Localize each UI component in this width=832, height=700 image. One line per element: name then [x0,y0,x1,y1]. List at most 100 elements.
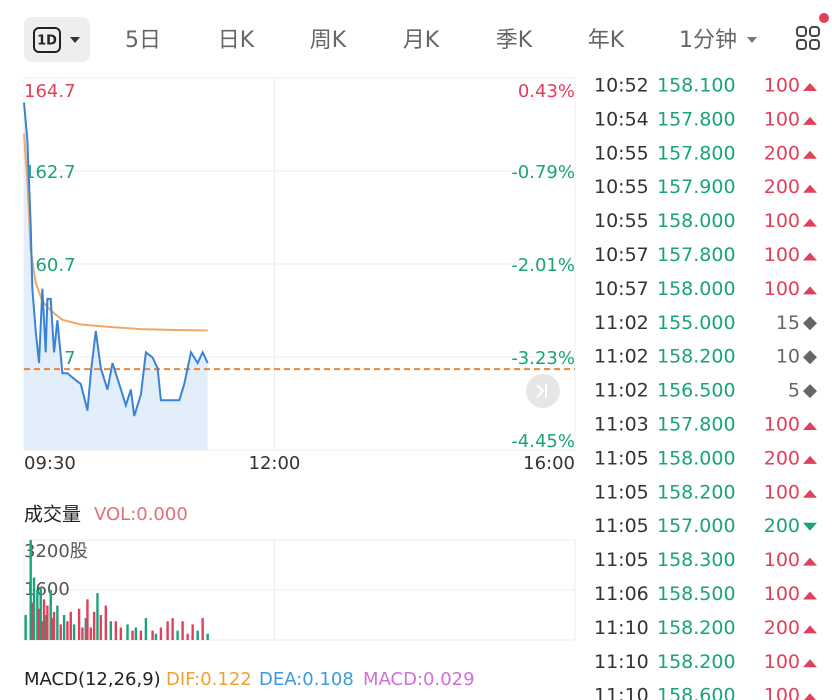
trade-price: 158.200 [657,481,736,503]
volume-title: 成交量 [24,504,81,526]
volume-bar [114,621,118,640]
volume-bar [62,615,66,640]
y2-tick-label: -0.79% [511,162,575,183]
direction-icon [803,252,817,261]
direction-icon [803,522,817,531]
volume-bar [37,608,41,640]
trade-price: 158.000 [657,447,736,469]
tab[interactable]: 周K [310,28,347,53]
trade-price: 158.000 [657,278,736,300]
x-tick-label: 16:00 [523,453,575,474]
volume-bar [104,605,108,640]
trade-volume: 200 [764,447,800,469]
direction-icon [804,693,816,700]
volume-bar [51,618,54,640]
x-tick-label: 09:30 [24,453,76,474]
volume-bar [191,624,194,640]
tab[interactable]: 5日 [125,28,161,53]
trade-volume: 200 [764,142,800,164]
trade-time: 10:55 [594,176,649,198]
notification-dot [819,13,829,23]
tab[interactable]: 日K [218,28,255,53]
macd-value: DEA:0.108 [259,669,354,690]
volume-bar [39,586,42,640]
tab[interactable]: 季K [496,28,533,53]
trade-price: 157.800 [657,108,736,130]
volume-bar [176,630,179,640]
volume-bar [96,593,99,640]
tab[interactable]: 1分钟 [679,28,737,53]
volume-bar [69,611,72,640]
volume-bar [166,621,169,640]
trade-volume: 100 [764,75,800,97]
y2-tick-label: 0.43% [518,81,575,102]
trade-price: 157.800 [657,414,736,436]
y2-tick-label: -4.45% [511,431,575,452]
volume-bar [41,621,44,640]
tab[interactable]: 年K [588,28,625,53]
trade-volume: 100 [764,210,800,232]
trade-time: 10:55 [594,142,649,164]
trade-volume: 100 [764,651,800,673]
direction-icon [803,625,817,634]
volume-bar [171,618,174,640]
trade-time: 10:57 [594,278,649,300]
trade-time: 11:02 [594,312,649,334]
volume-bar [206,633,209,640]
trade-price: 158.500 [657,583,736,605]
trade-volume: 100 [764,108,800,130]
direction-icon [803,384,817,399]
price-area [24,102,208,451]
y2-tick-label: -3.23% [511,348,575,369]
grid-icon[interactable] [796,26,820,50]
volume-bar [42,599,46,640]
direction-icon [803,316,817,331]
trade-price: 158.600 [657,685,736,700]
y-tick-label: 3200股 [24,541,88,562]
trade-volume: 100 [764,549,800,571]
y-tick-label: 164.7 [24,81,76,102]
volume-bar [139,630,143,640]
tab[interactable]: 月K [403,28,440,53]
trade-time: 11:05 [594,447,649,469]
trade-volume: 200 [764,617,800,639]
trade-price: 156.500 [657,380,736,402]
trade-time: 10:52 [594,75,649,97]
direction-icon [803,350,817,365]
trade-time: 11:03 [594,414,649,436]
y-tick-label: 160.7 [24,255,76,276]
trade-time: 11:10 [594,685,649,700]
direction-icon [803,422,817,430]
direction-icon [803,659,817,668]
volume-bar [24,615,27,640]
volume-bar [66,621,69,640]
price-line [23,102,209,417]
volume-bar [126,624,129,640]
dropdown-arrow [70,37,80,43]
volume-bar [36,590,39,640]
volume-bar [131,630,134,640]
volume-bar [31,602,34,640]
x-tick-label: 12:00 [249,453,301,474]
trade-price: 157.900 [657,176,736,198]
trade-volume: 100 [764,583,800,605]
volume-bar [144,618,148,640]
trade-time: 10:57 [594,244,649,266]
volume-bar [92,611,96,640]
play-icon [536,384,547,398]
period-icon-frame [33,27,61,53]
trade-time: 11:10 [594,651,649,673]
direction-icon [803,489,817,498]
trade-price: 157.000 [657,515,736,537]
direction-icon [803,557,817,566]
volume-bar [89,627,92,640]
volume-bar [32,577,36,640]
trade-price: 158.200 [657,346,736,368]
trade-time: 11:02 [594,346,649,368]
volume-bar [201,618,204,640]
volume-bar [49,590,52,640]
trade-price: 157.800 [657,244,736,266]
trade-time: 11:06 [594,583,649,605]
period-icon[interactable]: 1D [37,34,57,49]
volume-indicator: VOL:0.000 [94,504,188,525]
